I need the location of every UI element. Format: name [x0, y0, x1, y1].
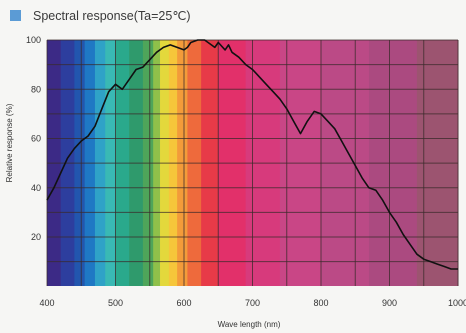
response-curve: [46, 39, 458, 270]
y-axis-label: Relative response (%): [5, 103, 14, 182]
x-tick-900: 900: [382, 298, 397, 308]
x-tick-labels: 400 500 600 700 800 900 1000: [39, 298, 466, 308]
chart-title: Spectral response(Ta=25℃): [33, 9, 191, 23]
x-tick-600: 600: [176, 298, 191, 308]
y-tick-100: 100: [26, 35, 41, 45]
x-tick-400: 400: [39, 298, 54, 308]
title-marker: [10, 10, 21, 21]
x-tick-700: 700: [245, 298, 260, 308]
x-tick-1000: 1000: [448, 298, 466, 308]
x-axis-label: Wave length (nm): [218, 320, 281, 329]
x-tick-800: 800: [313, 298, 328, 308]
y-tick-80: 80: [31, 84, 41, 94]
y-tick-20: 20: [31, 232, 41, 242]
y-tick-40: 40: [31, 183, 41, 193]
y-tick-60: 60: [31, 134, 41, 144]
y-tick-labels: 20 40 60 80 100: [26, 35, 41, 242]
grid-lines: [46, 39, 459, 286]
x-tick-500: 500: [108, 298, 123, 308]
